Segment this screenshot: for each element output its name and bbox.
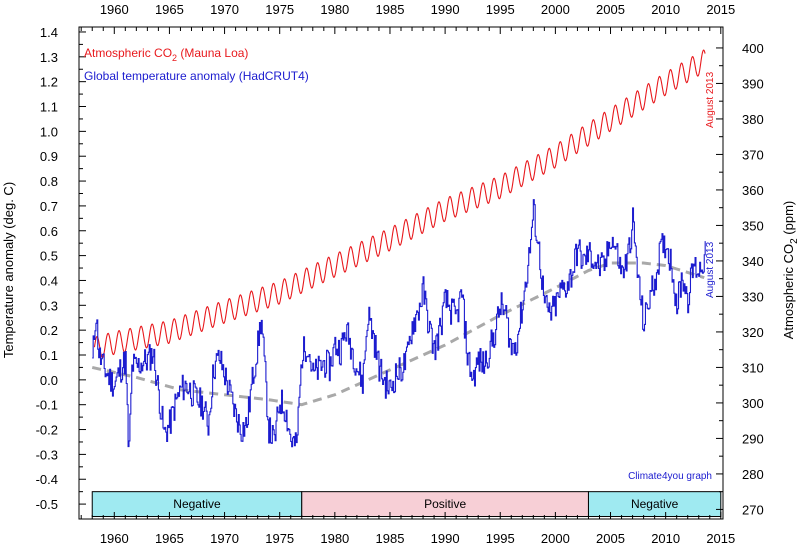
x-tick-label-bottom: 2015: [706, 531, 735, 546]
axis-layer: 1960 1960 1965 1965 1970 1970 1975 1975 1980 1980…: [36, 2, 764, 546]
y-right-tick-label: 310: [742, 360, 764, 375]
x-tick-label-top: 1990: [431, 2, 460, 17]
y-right-tick-label: 320: [742, 325, 764, 340]
x-tick-label-bottom: 1985: [376, 531, 405, 546]
y-left-tick-label: -0.2: [36, 423, 58, 438]
y-left-tick-label: 1.4: [40, 25, 58, 40]
x-tick-label-top: 2000: [541, 2, 570, 17]
credit-label: Climate4you graph: [628, 471, 712, 482]
y-right-tick-label: 390: [742, 76, 764, 91]
x-tick-label-top: 1985: [376, 2, 405, 17]
series-layer: [91, 49, 706, 448]
y-left-tick-label: 0.8: [40, 174, 58, 189]
y-right-tick-label: 300: [742, 396, 764, 411]
y-left-tick-label: -0.5: [36, 497, 58, 512]
temperature-trend-line: [91, 261, 705, 407]
x-tick-label-top: 2015: [706, 2, 735, 17]
y-left-tick-label: 1.1: [40, 100, 58, 115]
x-tick-label-bottom: 1980: [320, 531, 349, 546]
x-tick-label-top: 1965: [155, 2, 184, 17]
x-tick-label-bottom: 1970: [210, 531, 239, 546]
y-right-tick-label: 340: [742, 254, 764, 269]
y-right-tick-label: 400: [742, 41, 764, 56]
y-axis-right-title-main: Atmospheric CO: [781, 244, 796, 339]
y-right-tick-label: 370: [742, 147, 764, 162]
y-left-tick-label: 0.4: [40, 273, 58, 288]
temperature-series-line: [92, 199, 706, 448]
x-tick-label-bottom: 1975: [265, 531, 294, 546]
legend-temperature: Global temperature anomaly (HadCRUT4): [84, 69, 309, 83]
phase-label: Negative: [631, 497, 679, 511]
y-left-tick-label: 0.3: [40, 298, 58, 313]
y-left-tick-label: 0.5: [40, 249, 58, 264]
x-tick-label-top: 1995: [486, 2, 515, 17]
y-left-tick-label: -0.1: [36, 398, 58, 413]
y-left-tick-label: 0.1: [40, 348, 58, 363]
y-left-tick-label: 0.6: [40, 224, 58, 239]
y-left-tick-label: -0.3: [36, 447, 58, 462]
y-right-tick-label: 380: [742, 112, 764, 127]
y-right-tick-label: 360: [742, 183, 764, 198]
x-tick-label-top: 1980: [320, 2, 349, 17]
y-left-tick-label: 1.2: [40, 75, 58, 90]
x-tick-label-top: 1975: [265, 2, 294, 17]
y-right-tick-label: 270: [742, 502, 764, 517]
legend-co2: Atmospheric CO2 (Mauna Loa): [84, 46, 248, 63]
y-axis-left-title: Temperature anomaly (deg. C): [1, 182, 16, 358]
phase-band-layer: Negative Positive Negative: [91, 491, 722, 518]
legend-co2-suffix: (Mauna Loa): [177, 46, 248, 60]
temperature-date-note: August 2013: [705, 241, 716, 298]
y-left-tick-label: 0.7: [40, 199, 58, 214]
y-right-tick-label: 290: [742, 431, 764, 446]
y-left-tick-label: 0.2: [40, 323, 58, 338]
x-tick-label-bottom: 2000: [541, 531, 570, 546]
y-axis-right-title-subscript: 2: [789, 238, 800, 244]
y-right-tick-label: 350: [742, 218, 764, 233]
y-left-tick-label: 0.9: [40, 149, 58, 164]
x-tick-label-bottom: 1965: [155, 531, 184, 546]
x-tick-label-bottom: 1960: [100, 531, 129, 546]
phase-label: Negative: [173, 497, 221, 511]
co2-series-line: [93, 49, 706, 359]
y-axis-right-title-unit: (ppm): [781, 201, 796, 239]
legend-co2-main: Atmospheric CO: [84, 46, 172, 60]
co2-date-note: August 2013: [705, 71, 716, 128]
x-tick-label-bottom: 1995: [486, 531, 515, 546]
x-tick-label-top: 1970: [210, 2, 239, 17]
y-left-tick-label: -0.4: [36, 472, 58, 487]
legend-co2-subscript: 2: [172, 53, 177, 63]
y-left-tick-label: 1.3: [40, 50, 58, 65]
y-left-tick-label: 0.0: [40, 373, 58, 388]
y-right-tick-label: 330: [742, 289, 764, 304]
x-tick-label-top: 1960: [100, 2, 129, 17]
phase-label: Positive: [424, 497, 466, 511]
y-right-tick-label: 280: [742, 467, 764, 482]
x-tick-label-top: 2005: [596, 2, 625, 17]
x-tick-label-bottom: 1990: [431, 531, 460, 546]
x-tick-label-bottom: 2005: [596, 531, 625, 546]
y-left-tick-label: 1.0: [40, 124, 58, 139]
phase-band: [91, 491, 303, 518]
x-tick-label-top: 2010: [651, 2, 680, 17]
y-axis-right-title: Atmospheric CO2 (ppm): [781, 201, 800, 340]
x-tick-label-bottom: 2010: [651, 531, 680, 546]
